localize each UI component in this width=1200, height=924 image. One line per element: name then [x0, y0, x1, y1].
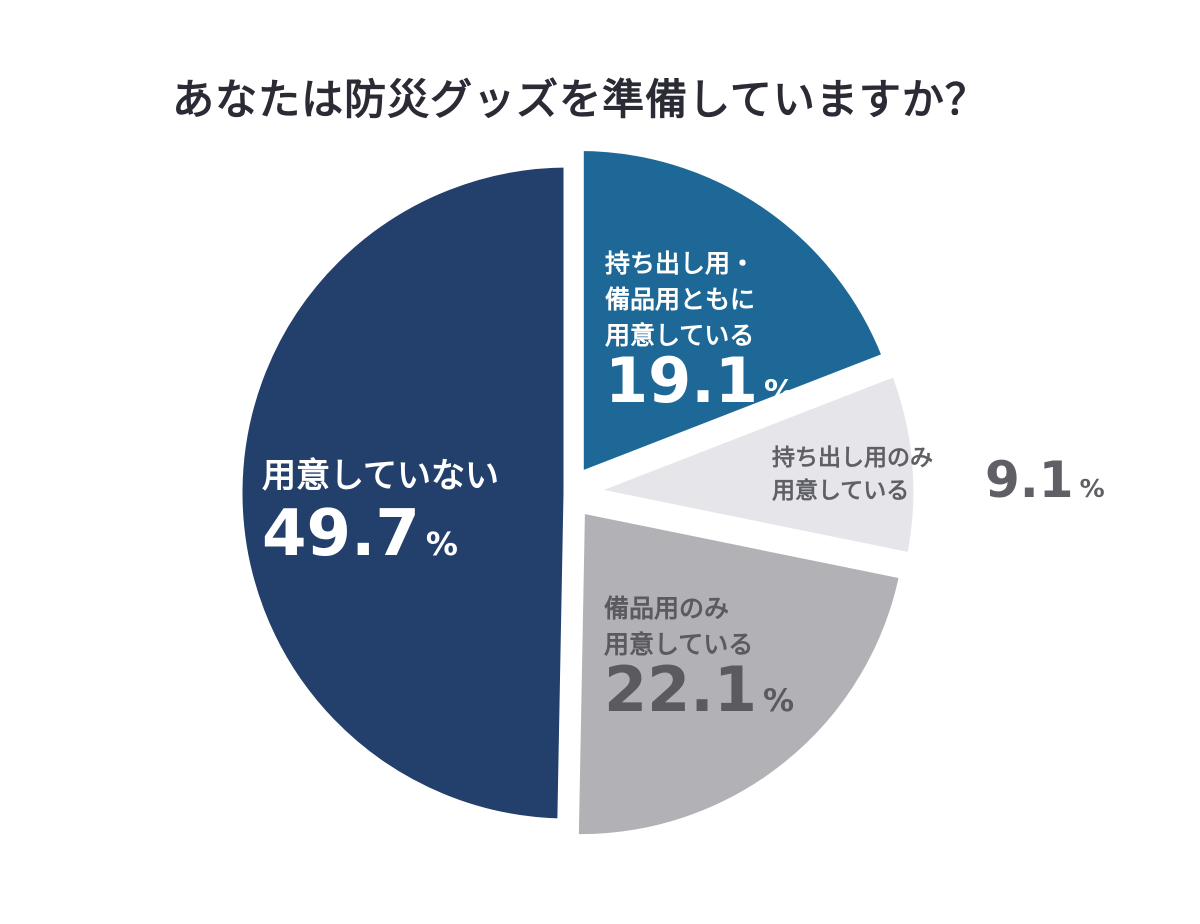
slice-label-line: 持ち出し用・: [605, 249, 755, 278]
pie-slice-1: [574, 141, 893, 484]
slice-value-label: 49.7%: [262, 497, 458, 571]
slice-label-line: 持ち出し用のみ: [772, 445, 933, 471]
slice-label-line: 用意している: [605, 321, 754, 350]
slice-value-label: 9.1%: [985, 451, 1105, 509]
pie-slice-3: [569, 503, 910, 844]
slice-label-line: 用意している: [604, 630, 753, 659]
slice-label-line: 備品用のみ: [604, 594, 729, 623]
chart-title: あなたは防災グッズを準備していますか？: [172, 75, 988, 124]
pie-slices: [233, 141, 923, 844]
slice-label-line: 用意している: [772, 477, 909, 504]
slice-value-label: 22.1%: [604, 653, 794, 726]
slice-label-line: 備品用ともに: [605, 285, 755, 314]
slice-label-line: 用意していない: [262, 456, 499, 496]
slice-value-label: 19.1%: [605, 344, 795, 417]
pie-slice-4: [233, 158, 573, 828]
pie-slice-2: [572, 365, 923, 563]
